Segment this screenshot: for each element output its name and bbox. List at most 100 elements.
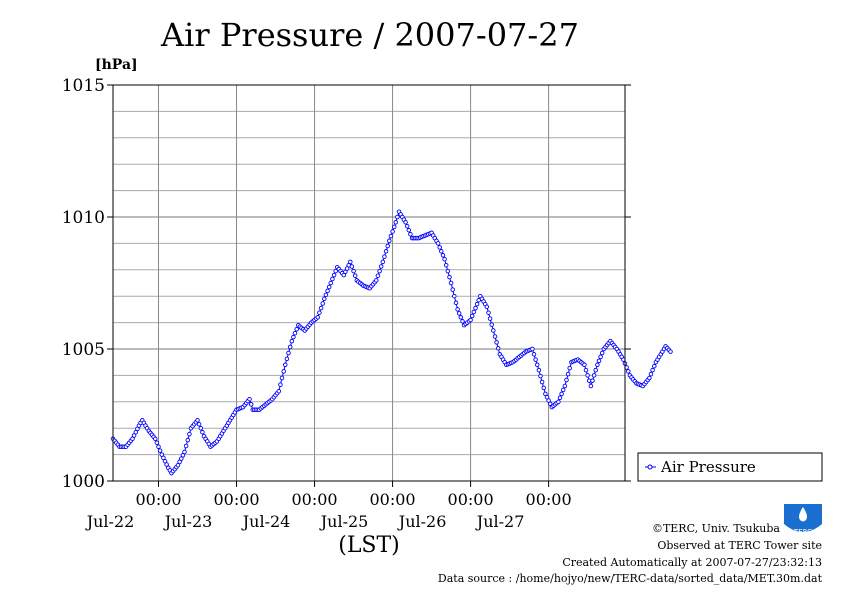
y-tick-label: 1010 bbox=[62, 208, 105, 228]
data-point bbox=[460, 319, 465, 324]
data-point bbox=[408, 231, 413, 237]
data-point bbox=[330, 276, 335, 282]
data-point bbox=[599, 350, 605, 356]
data-point bbox=[388, 233, 394, 239]
data-point bbox=[196, 421, 202, 427]
data-point bbox=[598, 354, 603, 360]
data-point bbox=[349, 264, 355, 269]
data-point bbox=[596, 358, 602, 364]
y-tick-label: 1000 bbox=[62, 472, 105, 492]
data-point bbox=[286, 350, 291, 356]
data-point bbox=[487, 316, 493, 321]
y-tick-label: 1005 bbox=[62, 340, 105, 360]
data-point bbox=[474, 301, 480, 307]
data-point bbox=[486, 310, 491, 315]
footer-source: Data source : /home/hojyo/new/TERC-data/… bbox=[438, 572, 823, 585]
data-point bbox=[469, 313, 475, 319]
data-point bbox=[567, 365, 572, 371]
data-point bbox=[185, 437, 191, 443]
x-tick-label-time: 00:00 bbox=[213, 490, 259, 509]
data-point bbox=[387, 238, 392, 244]
data-point bbox=[495, 346, 501, 351]
data-point bbox=[195, 418, 200, 423]
data-point bbox=[278, 382, 283, 387]
data-point bbox=[626, 369, 631, 374]
data-point bbox=[164, 462, 169, 467]
data-point bbox=[492, 334, 498, 339]
data-point bbox=[390, 229, 395, 234]
data-point bbox=[317, 310, 322, 315]
footer-created: Created Automatically at 2007-07-27/23:3… bbox=[562, 556, 822, 569]
data-point bbox=[326, 284, 332, 290]
data-point bbox=[456, 311, 462, 316]
terc-logo: TERC bbox=[784, 504, 822, 536]
x-tick-label-time: 00:00 bbox=[291, 490, 337, 509]
plot-frame bbox=[112, 84, 626, 482]
footer-copyright: ©TERC, Univ. Tsukuba bbox=[652, 522, 780, 535]
data-point bbox=[455, 307, 460, 312]
data-point bbox=[582, 362, 587, 368]
data-point bbox=[352, 273, 358, 278]
data-point bbox=[375, 273, 381, 278]
data-point bbox=[557, 395, 563, 401]
data-point bbox=[439, 249, 444, 254]
data-point bbox=[382, 254, 387, 259]
data-point bbox=[287, 344, 293, 350]
data-point bbox=[588, 383, 594, 389]
data-point bbox=[182, 449, 187, 455]
data-point bbox=[494, 340, 499, 345]
data-point bbox=[443, 262, 449, 268]
data-point bbox=[533, 357, 538, 362]
data-point bbox=[294, 326, 299, 332]
data-point bbox=[325, 288, 330, 294]
data-point bbox=[289, 338, 295, 344]
data-point bbox=[583, 367, 589, 373]
data-point bbox=[279, 375, 285, 381]
data-point bbox=[276, 388, 282, 394]
data-point bbox=[333, 268, 338, 274]
data-point bbox=[650, 367, 655, 373]
data-point bbox=[590, 378, 595, 383]
data-point bbox=[585, 373, 590, 378]
data-point bbox=[283, 362, 288, 368]
data-point bbox=[331, 272, 337, 278]
data-point bbox=[473, 305, 478, 311]
data-point bbox=[320, 301, 325, 306]
data-point bbox=[435, 241, 441, 246]
data-point bbox=[247, 396, 252, 402]
data-point bbox=[471, 309, 477, 315]
x-tick-label-date: Jul-22 bbox=[85, 512, 135, 531]
data-point bbox=[530, 346, 535, 352]
data-point bbox=[385, 243, 390, 249]
data-point bbox=[539, 379, 545, 385]
data-point bbox=[351, 268, 356, 274]
y-axis-unit-label: [hPa] bbox=[95, 57, 138, 73]
data-point bbox=[183, 443, 189, 449]
x-tick-label-date: Jul-26 bbox=[397, 512, 447, 531]
data-point bbox=[593, 367, 598, 373]
data-point bbox=[281, 369, 286, 374]
data-point bbox=[447, 274, 452, 280]
legend-swatch-marker bbox=[647, 464, 653, 470]
data-point bbox=[560, 387, 566, 393]
data-point bbox=[391, 224, 397, 230]
data-point bbox=[595, 362, 600, 368]
data-point bbox=[453, 300, 459, 306]
data-point bbox=[154, 440, 160, 445]
data-point bbox=[383, 249, 389, 254]
data-point bbox=[318, 305, 324, 311]
data-point bbox=[248, 402, 254, 407]
chart-title: Air Pressure / 2007-07-27 bbox=[160, 16, 579, 54]
x-tick-label-date: Jul-24 bbox=[241, 512, 291, 531]
data-point bbox=[292, 330, 298, 336]
x-tick-label-date: Jul-25 bbox=[319, 512, 369, 531]
data-point bbox=[131, 433, 137, 438]
legend-box bbox=[637, 452, 823, 482]
data-point bbox=[393, 220, 399, 225]
footer-site: Observed at TERC Tower site bbox=[657, 539, 822, 552]
data-point bbox=[668, 349, 673, 354]
data-point bbox=[395, 214, 400, 220]
data-point bbox=[284, 356, 290, 362]
logo-drop-shape bbox=[799, 507, 807, 522]
x-tick-label-time: 00:00 bbox=[448, 490, 494, 509]
